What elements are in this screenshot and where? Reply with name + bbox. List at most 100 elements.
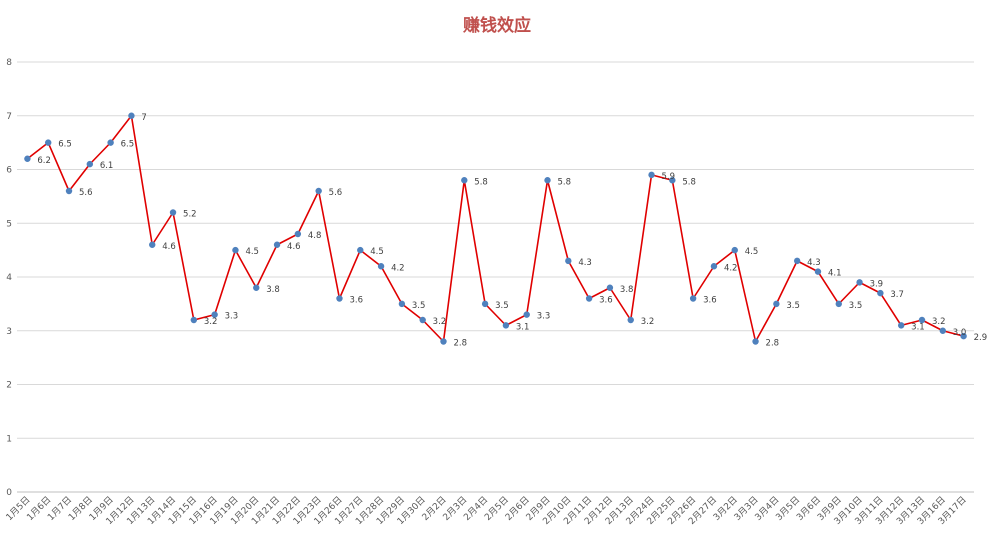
y-tick-label: 8 bbox=[6, 58, 12, 68]
data-point bbox=[565, 257, 572, 265]
data-label: 3.1 bbox=[516, 322, 530, 332]
data-point bbox=[24, 155, 31, 162]
data-point bbox=[232, 246, 239, 254]
data-point bbox=[65, 187, 73, 195]
data-label: 5.6 bbox=[329, 188, 343, 198]
data-point bbox=[440, 338, 447, 345]
data-labels: 6.2 6.5 5.6 6.1 6.5 7 4.6 5.2 3.2 3.3 4.5 3.8 4.6 4.8… bbox=[37, 113, 987, 349]
data-point bbox=[627, 316, 634, 324]
data-point bbox=[523, 311, 530, 318]
data-point bbox=[461, 177, 468, 184]
data-label: 7 bbox=[141, 113, 146, 123]
data-point bbox=[149, 241, 156, 248]
data-label: 3.3 bbox=[225, 312, 239, 322]
data-point bbox=[86, 160, 94, 168]
data-point bbox=[377, 263, 385, 270]
data-label: 5.6 bbox=[79, 188, 93, 198]
gridlines bbox=[17, 61, 974, 493]
y-tick-label: 2 bbox=[6, 381, 12, 391]
data-label: 3.8 bbox=[620, 285, 634, 295]
data-label: 4.6 bbox=[162, 242, 176, 252]
data-label: 4.8 bbox=[308, 231, 322, 241]
data-point bbox=[336, 295, 343, 302]
data-label: 5.9 bbox=[662, 172, 676, 182]
data-point bbox=[856, 279, 863, 286]
data-label: 6.5 bbox=[58, 140, 72, 150]
data-label: 3.0 bbox=[953, 328, 967, 338]
data-label: 3.1 bbox=[911, 322, 925, 332]
data-label: 3.2 bbox=[932, 317, 946, 327]
data-label: 3.5 bbox=[786, 301, 800, 311]
chart-title: 赚钱效应 bbox=[463, 16, 531, 36]
data-label: 3.6 bbox=[349, 296, 363, 306]
data-point bbox=[669, 177, 676, 184]
data-point bbox=[585, 295, 593, 302]
data-label: 5.8 bbox=[682, 177, 696, 187]
data-label: 6.2 bbox=[37, 156, 51, 166]
data-label: 4.5 bbox=[245, 247, 259, 257]
data-label: 4.6 bbox=[287, 242, 301, 252]
y-axis-ticks: 0 1 2 3 4 5 6 7 8 bbox=[6, 58, 12, 498]
data-label: 3.6 bbox=[599, 296, 613, 306]
data-point bbox=[419, 316, 426, 324]
data-label: 5.8 bbox=[558, 177, 572, 187]
series-line bbox=[26, 114, 964, 343]
data-point bbox=[211, 311, 218, 318]
y-tick-label: 4 bbox=[6, 273, 12, 283]
data-label: 4.2 bbox=[391, 263, 405, 273]
data-point bbox=[273, 241, 281, 248]
data-point bbox=[773, 300, 780, 308]
data-label: 4.5 bbox=[370, 247, 384, 257]
data-point bbox=[253, 284, 260, 291]
data-point bbox=[481, 300, 489, 308]
data-point bbox=[648, 171, 655, 179]
data-label: 4.3 bbox=[807, 258, 821, 268]
data-point bbox=[897, 322, 905, 329]
data-label: 3.8 bbox=[266, 285, 280, 295]
data-label: 3.2 bbox=[433, 317, 447, 327]
data-label: 2.9 bbox=[974, 333, 988, 343]
data-label: 4.1 bbox=[828, 269, 842, 279]
data-label: 3.3 bbox=[537, 312, 551, 322]
data-point bbox=[835, 300, 842, 308]
data-point bbox=[294, 230, 302, 238]
data-point bbox=[731, 246, 738, 254]
y-tick-label: 5 bbox=[6, 219, 12, 229]
data-point bbox=[918, 316, 926, 324]
y-tick-label: 3 bbox=[6, 327, 12, 337]
data-label: 4.2 bbox=[724, 263, 738, 273]
data-label: 3.5 bbox=[849, 301, 863, 311]
data-point bbox=[398, 300, 406, 308]
data-label: 3.2 bbox=[204, 317, 218, 327]
data-point bbox=[128, 112, 135, 119]
data-point bbox=[502, 322, 510, 329]
data-label: 4.5 bbox=[745, 247, 759, 257]
data-point bbox=[107, 139, 114, 146]
data-label: 2.8 bbox=[766, 339, 780, 349]
data-label: 3.6 bbox=[703, 296, 717, 306]
data-label: 3.9 bbox=[870, 279, 884, 289]
data-point bbox=[877, 289, 884, 297]
data-label: 6.5 bbox=[121, 140, 135, 150]
data-label: 3.5 bbox=[495, 301, 509, 311]
data-markers bbox=[24, 112, 967, 345]
y-tick-label: 0 bbox=[6, 488, 12, 498]
data-point bbox=[315, 187, 322, 195]
data-label: 3.5 bbox=[412, 301, 426, 311]
data-point bbox=[606, 284, 614, 291]
x-axis-ticks: 1月5日1月6日1月7日1月8日1月9日1月12日1月13日1月14日1月15日… bbox=[4, 494, 969, 527]
y-tick-label: 7 bbox=[6, 112, 12, 122]
data-point bbox=[190, 316, 198, 324]
data-label: 2.8 bbox=[453, 339, 467, 349]
data-label: 6.1 bbox=[100, 161, 114, 171]
data-point bbox=[793, 257, 801, 265]
data-label: 3.7 bbox=[890, 290, 904, 300]
data-point bbox=[357, 246, 364, 254]
data-label: 5.2 bbox=[183, 210, 197, 220]
y-tick-label: 6 bbox=[6, 166, 12, 176]
data-point bbox=[45, 139, 52, 146]
data-point bbox=[814, 268, 822, 275]
data-point bbox=[544, 177, 551, 184]
